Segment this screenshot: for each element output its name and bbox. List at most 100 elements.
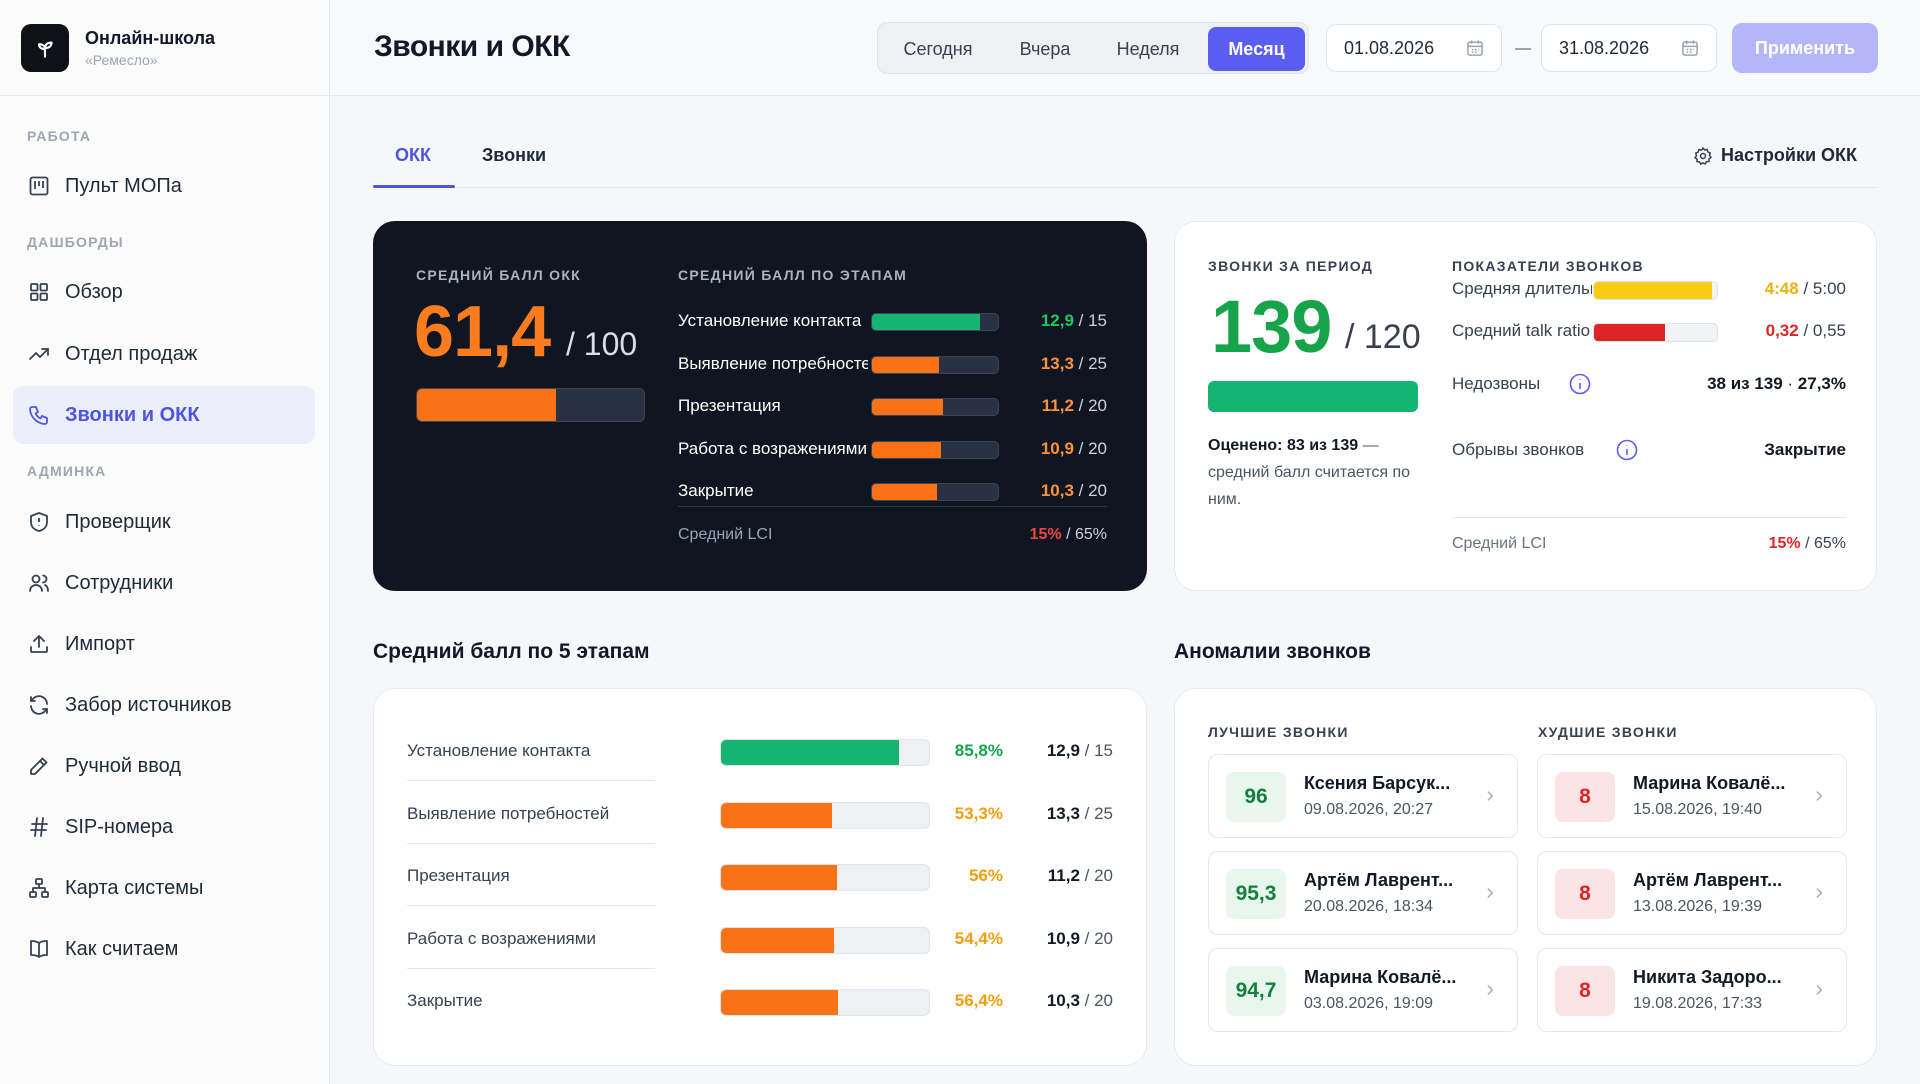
metric-label: Средняя длительность	[1452, 279, 1592, 298]
worst-call-item[interactable]: 8 Марина Ковалё... 15.08.2026, 19:40	[1537, 754, 1847, 838]
metric-label: Средний talk ratio	[1452, 321, 1591, 340]
apply-button[interactable]: Применить	[1732, 23, 1878, 73]
kanban-icon	[29, 176, 49, 196]
nav-item-manual-input[interactable]: Ручной ввод	[13, 737, 315, 795]
date-from-input[interactable]: 01.08.2026	[1326, 24, 1502, 72]
nav-item-import[interactable]: Импорт	[13, 615, 315, 673]
period-today-button[interactable]: Сегодня	[903, 38, 973, 59]
stage-row: Закрытие 56,4% 10,3 / 20	[407, 969, 1113, 1031]
call-score-badge: 94,7	[1226, 966, 1286, 1016]
date-from-value: 01.08.2026	[1344, 37, 1435, 58]
nav-item-how-we-count[interactable]: Как считаем	[13, 920, 315, 978]
metric-avg-duration: Средняя длительность 4:48 / 5:00	[1452, 273, 1846, 305]
stage-score: 12,9	[1046, 741, 1080, 760]
date-to-input[interactable]: 31.08.2026	[1541, 24, 1717, 72]
info-icon[interactable]	[1568, 372, 1592, 396]
calendar-icon[interactable]	[1465, 38, 1485, 58]
nav-item-label: Карта системы	[65, 876, 204, 899]
stage-bar	[720, 864, 930, 891]
call-score-badge: 95,3	[1226, 869, 1286, 919]
stage-max: / 20	[1084, 991, 1113, 1010]
stages-card: Установление контакта 85,8% 12,9 / 15 Вы…	[373, 688, 1147, 1066]
best-call-item[interactable]: 94,7 Марина Ковалё... 03.08.2026, 19:09	[1208, 948, 1518, 1032]
best-calls-label: ЛУЧШИЕ ЗВОНКИ	[1208, 724, 1349, 740]
worst-call-item[interactable]: 8 Артём Лаврент... 13.08.2026, 19:39	[1537, 851, 1847, 935]
stage-score: 13,3	[1046, 803, 1080, 823]
tab-calls[interactable]: Звонки	[482, 145, 547, 165]
okk-stage-bar-fill	[872, 399, 943, 415]
metric-target: / 0,55	[1803, 321, 1846, 340]
okk-score-bar	[416, 388, 645, 422]
metric-label: Обрывы звонков	[1452, 440, 1585, 459]
metric-value-percent: 27,3%	[1797, 374, 1846, 393]
nav-item-overview[interactable]: Обзор	[13, 263, 315, 321]
nav-item-employees[interactable]: Сотрудники	[13, 554, 315, 612]
metric-bar-fill	[1594, 282, 1713, 299]
calls-card-divider	[1452, 517, 1846, 518]
period-week-button[interactable]: Неделя	[1116, 38, 1180, 59]
okk-stage-bar	[871, 313, 999, 331]
stage-bar-fill	[721, 802, 832, 828]
worst-call-item[interactable]: 8 Никита Задоро... 19.08.2026, 17:33	[1537, 948, 1847, 1032]
refresh-icon	[30, 695, 48, 715]
phone-icon	[29, 406, 48, 425]
metric-target: / 5:00	[1803, 279, 1846, 298]
stage-max: / 15	[1084, 741, 1113, 760]
chevron-right-icon	[1487, 791, 1493, 801]
stage-max: / 20	[1084, 866, 1113, 885]
calls-lci-row: Средний LCI 15% / 65%	[1452, 535, 1846, 553]
metric-talk-ratio: Средний talk ratio 0,32 / 0,55	[1452, 315, 1846, 347]
nav-item-sources[interactable]: Забор источников	[13, 676, 315, 734]
tab-okk[interactable]: ОКК	[395, 145, 431, 165]
okk-stage-name: Выявление потребностей	[678, 353, 868, 373]
nav-item-label: SIP-номера	[65, 815, 174, 838]
call-datetime: 20.08.2026, 18:34	[1304, 898, 1434, 915]
okk-settings-button[interactable]: Настройки ОКК	[1693, 145, 1857, 166]
grid-icon	[30, 283, 48, 301]
okk-stage-row: Установление контакта 12,9 / 15	[678, 307, 1107, 335]
okk-lci-target: / 65%	[1066, 526, 1107, 543]
nav-item-mop-console[interactable]: Пульт МОПа	[13, 157, 315, 215]
okk-score-card: СРЕДНИЙ БАЛЛ ОКК 61,4 / 100 СРЕДНИЙ БАЛЛ…	[373, 221, 1147, 591]
okk-settings-label: Настройки ОКК	[1721, 145, 1857, 165]
nav-item-label: Отдел продаж	[65, 342, 198, 365]
calls-lci-value: 15%	[1768, 535, 1801, 552]
hash-icon	[30, 817, 48, 837]
okk-stage-row: Работа с возражениями 10,9 / 20	[678, 435, 1107, 463]
okk-stage-name: Презентация	[678, 396, 781, 415]
worst-calls-label: ХУДШИЕ ЗВОНКИ	[1538, 724, 1678, 740]
nav-item-calls-okk[interactable]: Звонки и ОКК	[13, 386, 315, 444]
best-call-item[interactable]: 95,3 Артём Лаврент... 20.08.2026, 18:34	[1208, 851, 1518, 935]
nav-item-sales[interactable]: Отдел продаж	[13, 325, 315, 383]
call-manager-name: Марина Ковалё...	[1304, 967, 1457, 987]
nav-item-checker[interactable]: Проверщик	[13, 493, 315, 551]
okk-stage-score: 10,9	[1040, 438, 1074, 458]
calendar-icon[interactable]	[1680, 38, 1700, 58]
okk-stage-bar	[871, 398, 999, 416]
metric-bar	[1593, 281, 1718, 300]
row-divider	[407, 842, 655, 844]
brand: Онлайн-школа «Ремесло»	[0, 0, 329, 96]
period-yesterday-button[interactable]: Вчера	[1019, 38, 1071, 59]
okk-stage-score: 12,9	[1040, 311, 1074, 330]
stages-section-title: Средний балл по 5 этапам	[373, 640, 650, 663]
calls-count: 139	[1211, 285, 1332, 368]
sitemap-icon	[29, 878, 49, 898]
trend-up-icon	[29, 348, 49, 360]
calls-period-label: ЗВОНКИ ЗА ПЕРИОД	[1208, 258, 1374, 274]
okk-stage-score: 11,2	[1041, 396, 1074, 415]
brand-logo[interactable]	[21, 23, 69, 72]
okk-lci-value: 15%	[1029, 526, 1062, 543]
info-icon[interactable]	[1615, 438, 1639, 462]
nav-item-system-map[interactable]: Карта системы	[13, 859, 315, 917]
call-datetime: 09.08.2026, 20:27	[1304, 801, 1434, 818]
nav-item-sip-numbers[interactable]: SIP-номера	[13, 798, 315, 856]
period-month-button[interactable]: Месяц	[1208, 27, 1305, 71]
best-call-item[interactable]: 96 Ксения Барсук... 09.08.2026, 20:27	[1208, 754, 1518, 838]
call-score-badge: 96	[1226, 772, 1286, 822]
nav-item-label: Ручной ввод	[65, 754, 182, 777]
row-divider	[407, 967, 655, 969]
row-divider	[407, 780, 655, 781]
okk-stage-bar-fill	[872, 314, 981, 330]
gear-icon	[1694, 146, 1712, 165]
